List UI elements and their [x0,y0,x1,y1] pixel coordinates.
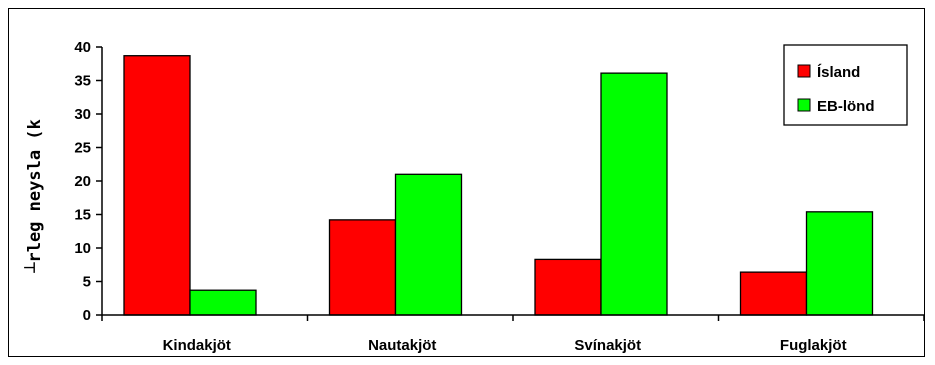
bar-series1-3 [534,258,602,316]
y-tick-label: 10 [74,240,91,257]
legend-box [783,44,908,126]
bar-series2-3 [600,72,668,316]
legend-swatch [797,64,811,78]
y-tick-label: 30 [74,106,91,123]
bar-series2-1 [189,289,257,316]
y-tick-label: 25 [74,140,91,157]
chart-frame: ┴rleg neysla (k 0 5 10 15 20 25 30 35 40 Kindakjö… [8,8,925,357]
legend-label: EB-lönd [817,98,875,115]
legend-swatch [797,98,811,112]
legend-label: Ísland [817,64,860,81]
y-tick-label: 15 [74,207,91,224]
x-category-label: Nautakjöt [368,337,436,354]
x-category-label: Svínakjöt [574,337,641,354]
bar-chart: ┴rleg neysla (k 0 5 10 15 20 25 30 35 40 Kindakjö… [24,39,925,354]
plot-area: 0 5 10 15 20 25 30 35 40 Kindakjöt Nautakjöt Svínak… [74,39,925,354]
y-tick-label: 35 [74,73,91,90]
y-tick-label: 0 [83,307,91,324]
bar-series2-2 [394,173,463,316]
bar-series1-1 [123,55,191,316]
bar-series1-4 [739,271,808,316]
x-category-label: Fuglakjöt [780,337,847,354]
bar-series2-4 [805,211,874,316]
bar-series1-2 [328,219,397,316]
legend: Ísland EB-lönd [783,44,908,126]
y-axis-label: ┴rleg neysla (k [24,119,45,274]
x-category-label: Kindakjöt [163,337,231,354]
y-tick-label: 5 [83,274,91,291]
y-tick-label: 40 [74,39,91,56]
y-tick-label: 20 [74,173,91,190]
